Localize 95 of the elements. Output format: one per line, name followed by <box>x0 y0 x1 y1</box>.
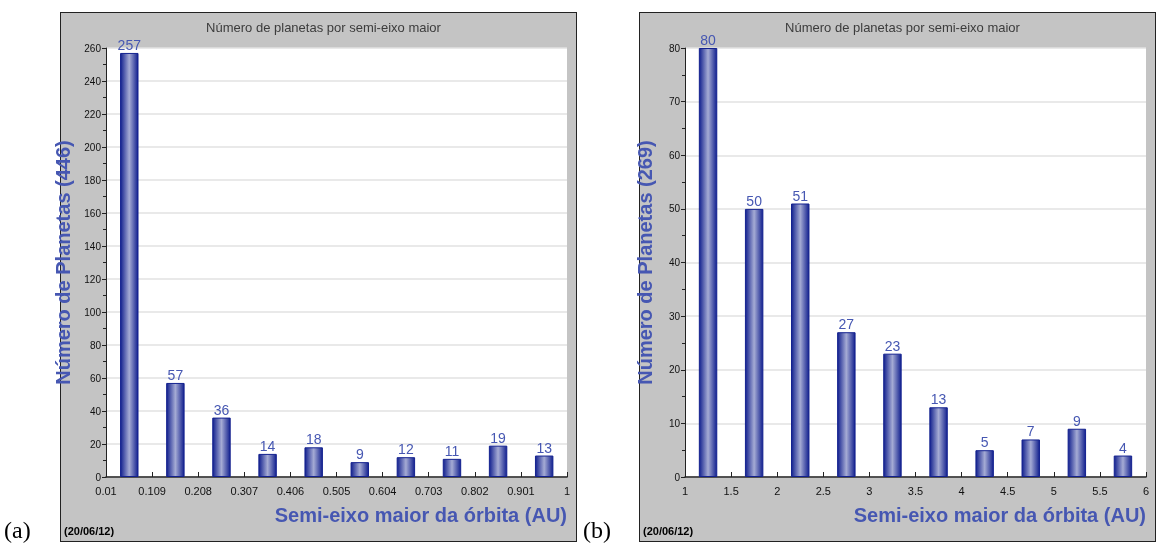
data-label: 11 <box>444 442 460 459</box>
data-label: 80 <box>700 32 717 48</box>
y-axis-title: Número de Planetas (269) <box>634 140 656 385</box>
x-tick-label: 0.208 <box>184 484 212 497</box>
chart-title: Número de planetas por semi-eixo maior <box>785 20 1021 35</box>
data-label: 12 <box>398 441 414 458</box>
bar <box>744 208 764 477</box>
data-label: 27 <box>838 316 855 333</box>
bar <box>1021 439 1040 477</box>
bar <box>975 450 994 477</box>
y-tick-label: 0 <box>674 471 681 483</box>
x-tick-label: 0.901 <box>507 484 535 497</box>
x-tick-label: 0.505 <box>322 484 351 497</box>
data-label: 5 <box>980 434 989 451</box>
y-tick-label: 50 <box>668 203 681 215</box>
data-label: 36 <box>213 401 230 418</box>
y-tick-label: 200 <box>84 141 102 153</box>
text: (a) <box>4 517 31 543</box>
y-tick-label: 20 <box>89 438 102 450</box>
data-label: 13 <box>930 391 947 408</box>
x-tick-label: 0.802 <box>461 484 489 497</box>
x-tick-label: 0.604 <box>368 484 397 497</box>
x-tick-label: 0.109 <box>138 484 166 497</box>
text: (20/06/12) <box>64 524 115 537</box>
bar <box>258 453 277 477</box>
x-axis-title: Semi-eixo maior da órbita (AU) <box>853 504 1147 526</box>
data-label: 57 <box>167 366 184 383</box>
data-label: 9 <box>355 446 364 463</box>
y-tick-label: 120 <box>84 273 102 285</box>
data-label: 18 <box>305 431 322 448</box>
y-tick-label: 70 <box>668 96 681 108</box>
bar <box>1113 455 1133 477</box>
x-tick-label: 4 <box>958 484 965 497</box>
y-tick-label: 10 <box>668 417 681 429</box>
y-tick-label: 140 <box>84 240 102 252</box>
y-tick-label: 80 <box>89 339 102 351</box>
x-tick-label: 5 <box>1050 484 1057 497</box>
x-axis-title: Semi-eixo maior da órbita (AU) <box>274 504 568 526</box>
y-tick-label: 220 <box>84 108 102 120</box>
x-tick-label: 5.5 <box>1092 484 1108 497</box>
x-tick-label: 4.5 <box>1000 484 1016 497</box>
y-tick-label: 20 <box>668 364 681 376</box>
x-tick-label: 0.307 <box>230 484 259 497</box>
text: (b) <box>583 517 611 543</box>
bar <box>304 447 323 477</box>
x-tick-label: 1.5 <box>723 484 739 497</box>
bar <box>120 52 139 477</box>
bar <box>929 407 948 477</box>
bar <box>698 48 718 477</box>
data-label: 7 <box>1026 423 1035 440</box>
x-tick-label: 1 <box>681 484 689 497</box>
chart-title: Número de planetas por semi-eixo maior <box>206 20 442 35</box>
bar <box>396 457 416 477</box>
bar <box>166 382 185 477</box>
y-tick-label: 30 <box>668 310 681 322</box>
bar <box>442 458 462 477</box>
bar <box>534 455 554 477</box>
x-tick-label: 3 <box>866 484 873 497</box>
bar <box>1067 428 1087 477</box>
data-label: 50 <box>746 192 763 209</box>
y-tick-label: 60 <box>89 372 102 384</box>
bar <box>350 462 369 477</box>
data-label: 19 <box>490 429 507 446</box>
y-tick-label: 100 <box>84 306 102 318</box>
y-tick-label: 180 <box>84 174 102 186</box>
y-tick-label: 40 <box>668 257 681 268</box>
bar <box>488 445 508 477</box>
y-tick-label: 40 <box>89 405 102 417</box>
data-label: 257 <box>117 36 142 53</box>
x-tick-label: 6 <box>1142 484 1150 497</box>
x-tick-label: 0.703 <box>414 484 443 497</box>
y-tick-label: 80 <box>668 42 681 54</box>
text: (20/06/12) <box>643 524 694 537</box>
y-axis-title: Número de Planetas (446) <box>52 140 75 385</box>
y-tick-label: 160 <box>84 207 102 219</box>
data-label: 9 <box>1072 412 1081 429</box>
data-label: 51 <box>792 187 809 204</box>
data-label: 23 <box>884 337 901 354</box>
bar <box>883 353 902 477</box>
x-tick-label: 2.5 <box>815 484 831 497</box>
bar <box>212 417 231 477</box>
data-label: 13 <box>536 439 553 456</box>
data-label: 4 <box>1119 439 1128 456</box>
y-tick-label: 240 <box>84 75 102 87</box>
x-tick-label: 0.01 <box>95 484 117 497</box>
x-tick-label: 1 <box>563 484 571 497</box>
x-tick-label: 0.406 <box>276 484 305 497</box>
data-label: 14 <box>259 437 276 454</box>
y-tick-label: 60 <box>668 149 681 161</box>
y-tick-label: 0 <box>95 471 102 483</box>
y-tick-label: 260 <box>84 42 102 54</box>
bar <box>837 332 856 477</box>
x-tick-label: 2 <box>774 484 781 497</box>
bar <box>791 203 810 477</box>
x-tick-label: 3.5 <box>907 484 924 497</box>
